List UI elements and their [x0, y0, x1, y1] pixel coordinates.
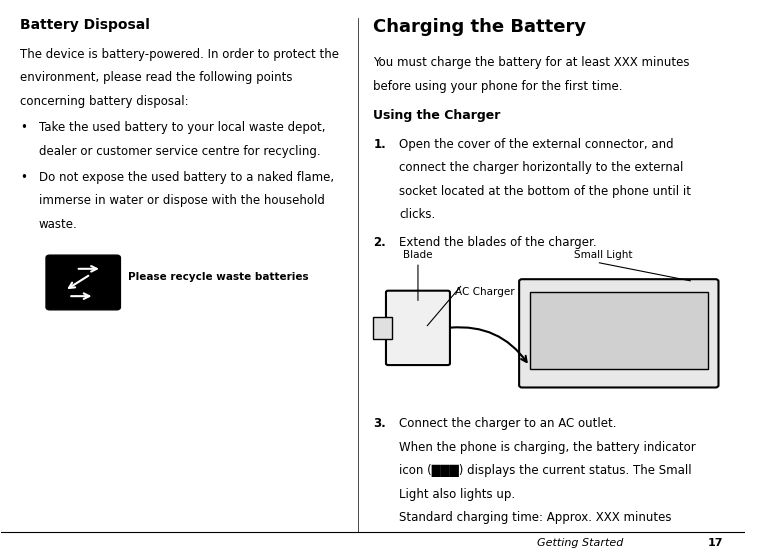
Text: •: • — [20, 171, 27, 184]
Text: immerse in water or dispose with the household: immerse in water or dispose with the hou… — [38, 194, 324, 208]
Text: Extend the blades of the charger.: Extend the blades of the charger. — [400, 236, 597, 249]
Text: Charging the Battery: Charging the Battery — [374, 18, 587, 36]
Text: Blade: Blade — [403, 250, 433, 259]
Text: Getting Started: Getting Started — [537, 538, 624, 549]
Text: Do not expose the used battery to a naked flame,: Do not expose the used battery to a nake… — [38, 171, 334, 184]
Text: Using the Charger: Using the Charger — [374, 109, 501, 121]
Text: connect the charger horizontally to the external: connect the charger horizontally to the … — [400, 161, 683, 174]
Text: 2.: 2. — [374, 236, 386, 249]
Text: Connect the charger to an AC outlet.: Connect the charger to an AC outlet. — [400, 417, 617, 430]
Text: Take the used battery to your local waste depot,: Take the used battery to your local wast… — [38, 121, 325, 134]
Bar — [529, 293, 708, 369]
Text: waste.: waste. — [38, 218, 77, 231]
Text: 17: 17 — [707, 538, 723, 549]
Text: AC Charger: AC Charger — [455, 287, 515, 297]
Text: socket located at the bottom of the phone until it: socket located at the bottom of the phon… — [400, 184, 691, 198]
Text: 1.: 1. — [374, 137, 386, 151]
Text: Standard charging time: Approx. XXX minutes: Standard charging time: Approx. XXX minu… — [400, 511, 672, 524]
Text: Light also lights up.: Light also lights up. — [400, 487, 515, 501]
Text: Please recycle waste batteries: Please recycle waste batteries — [128, 272, 308, 282]
FancyBboxPatch shape — [519, 279, 719, 388]
Text: •: • — [20, 121, 27, 134]
Text: The device is battery-powered. In order to protect the: The device is battery-powered. In order … — [20, 48, 339, 61]
Text: When the phone is charging, the battery indicator: When the phone is charging, the battery … — [400, 440, 696, 454]
Text: Open the cover of the external connector, and: Open the cover of the external connector… — [400, 137, 674, 151]
Text: before using your phone for the first time.: before using your phone for the first ti… — [374, 79, 623, 93]
Text: Small Light: Small Light — [574, 250, 633, 259]
Text: environment, please read the following points: environment, please read the following p… — [20, 71, 292, 84]
Text: Battery Disposal: Battery Disposal — [20, 18, 150, 32]
Text: You must charge the battery for at least XXX minutes: You must charge the battery for at least… — [374, 56, 690, 69]
Text: icon (███) displays the current status. The Small: icon (███) displays the current status. … — [400, 464, 692, 477]
FancyBboxPatch shape — [386, 291, 450, 365]
Text: concerning battery disposal:: concerning battery disposal: — [20, 95, 189, 108]
FancyBboxPatch shape — [46, 255, 120, 310]
Text: 3.: 3. — [374, 417, 386, 430]
Text: dealer or customer service centre for recycling.: dealer or customer service centre for re… — [38, 145, 320, 158]
Text: clicks.: clicks. — [400, 208, 436, 221]
Bar — [374, 317, 392, 339]
